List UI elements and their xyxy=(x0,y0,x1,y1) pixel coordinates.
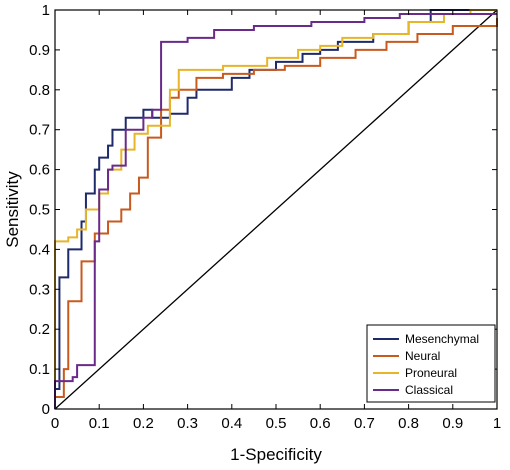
y-tick-label: 0.9 xyxy=(29,42,50,59)
y-tick-labels: 0 0.1 0.2 0.3 0.4 0.5 0.6 0.7 0.8 0.9 1 xyxy=(29,2,50,418)
series-line-classical xyxy=(54,12,497,409)
y-tick-label: 0.4 xyxy=(29,241,50,258)
legend-label-neural: Neural xyxy=(405,349,440,363)
x-tick-labels: 0 0.1 0.2 0.3 0.4 0.5 0.6 0.7 0.8 0.9 1 xyxy=(51,415,501,432)
x-tick-label: 0.8 xyxy=(398,415,419,432)
y-tick-label: 0.7 xyxy=(29,122,50,139)
y-tick-label: 0.5 xyxy=(29,202,50,219)
y-tick-label: 0.3 xyxy=(29,281,50,298)
x-tick-label: 0 xyxy=(51,415,59,432)
legend-label-classical: Classical xyxy=(405,383,453,397)
y-axis-title: Sensitivity xyxy=(3,171,22,248)
x-tick-label: 0.2 xyxy=(133,415,154,432)
x-axis-title: 1-Specificity xyxy=(230,445,322,464)
legend-label-proneural: Proneural xyxy=(405,366,457,380)
x-tick-label: 0.6 xyxy=(310,415,331,432)
x-tick-label: 0.3 xyxy=(177,415,198,432)
legend-label-mesenchymal: Mesenchymal xyxy=(405,332,479,346)
y-tick-label: 0.2 xyxy=(29,321,50,338)
y-tick-label: 0.1 xyxy=(29,361,50,378)
x-tick-label: 0.1 xyxy=(89,415,110,432)
x-tick-label: 1 xyxy=(493,415,501,432)
tick-marks xyxy=(54,9,498,410)
y-tick-label: 0 xyxy=(42,401,50,418)
plot-lines xyxy=(54,9,498,410)
x-tick-label: 0.4 xyxy=(221,415,242,432)
x-tick-label: 0.5 xyxy=(266,415,287,432)
x-tick-label: 0.7 xyxy=(354,415,375,432)
x-tick-label: 0.9 xyxy=(442,415,463,432)
series-line-proneural xyxy=(54,9,497,409)
legend: Mesenchymal Neural Proneural Classical xyxy=(366,324,496,403)
reference-diagonal-line xyxy=(54,9,498,410)
y-tick-label: 0.6 xyxy=(29,162,50,179)
y-tick-label: 0.8 xyxy=(29,82,50,99)
y-tick-label: 1 xyxy=(42,2,50,19)
